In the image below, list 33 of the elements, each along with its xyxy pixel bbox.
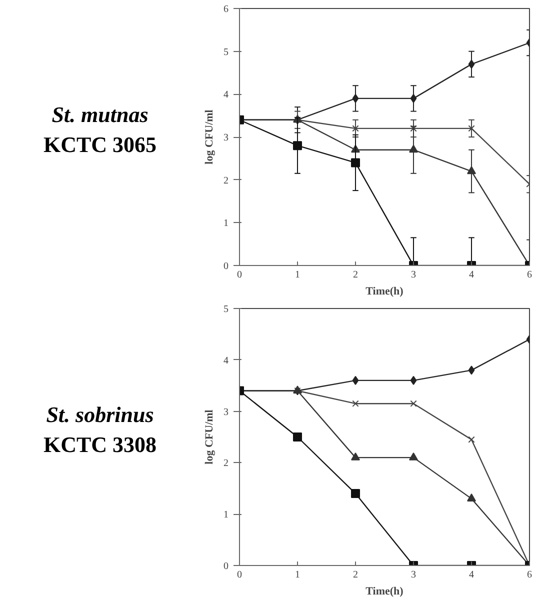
y-axis-title: log CFU/ml	[204, 410, 216, 464]
y-tick-label: 4	[224, 90, 228, 101]
x-axis-title: Time(h)	[366, 586, 404, 598]
x-tick-label: 1	[295, 270, 300, 280]
text: KCTC 3065	[43, 131, 157, 159]
y-tick-label: 3	[224, 132, 228, 144]
x-tick-label: 6	[527, 270, 532, 280]
y-tick-label: 1	[224, 510, 228, 521]
y-axis-title: log CFU/ml	[204, 110, 216, 164]
x-tick-label: 4	[469, 570, 474, 580]
y-tick-label: 5	[224, 304, 228, 315]
x-tick-label: 2	[353, 270, 358, 280]
y-tick-label: 0	[224, 261, 228, 272]
y-tick-label: 1	[224, 218, 228, 230]
x-tick-label: 0	[237, 270, 242, 280]
x-tick-label: 6	[527, 570, 532, 580]
y-tick-label: 6	[224, 4, 228, 15]
x-axis-title: Time(h)	[366, 286, 404, 298]
x-tick-label: 3	[411, 270, 416, 280]
x-tick-label: 4	[469, 270, 474, 280]
x-tick-label: 2	[353, 570, 358, 580]
text: St. sobrinus	[45, 401, 155, 429]
y-tick-label: 0	[224, 561, 228, 572]
x-tick-label: 3	[411, 570, 416, 580]
y-tick-label: 4	[224, 355, 228, 366]
y-tick-label: 3	[224, 406, 228, 418]
text: KCTC 3308	[43, 431, 157, 459]
y-tick-label: 2	[224, 458, 228, 470]
y-tick-label: 5	[224, 46, 228, 58]
y-tick-label: 2	[224, 175, 228, 186]
text: St. mutnas	[50, 101, 150, 129]
x-tick-label: 0	[237, 570, 242, 580]
x-tick-label: 1	[295, 570, 300, 580]
